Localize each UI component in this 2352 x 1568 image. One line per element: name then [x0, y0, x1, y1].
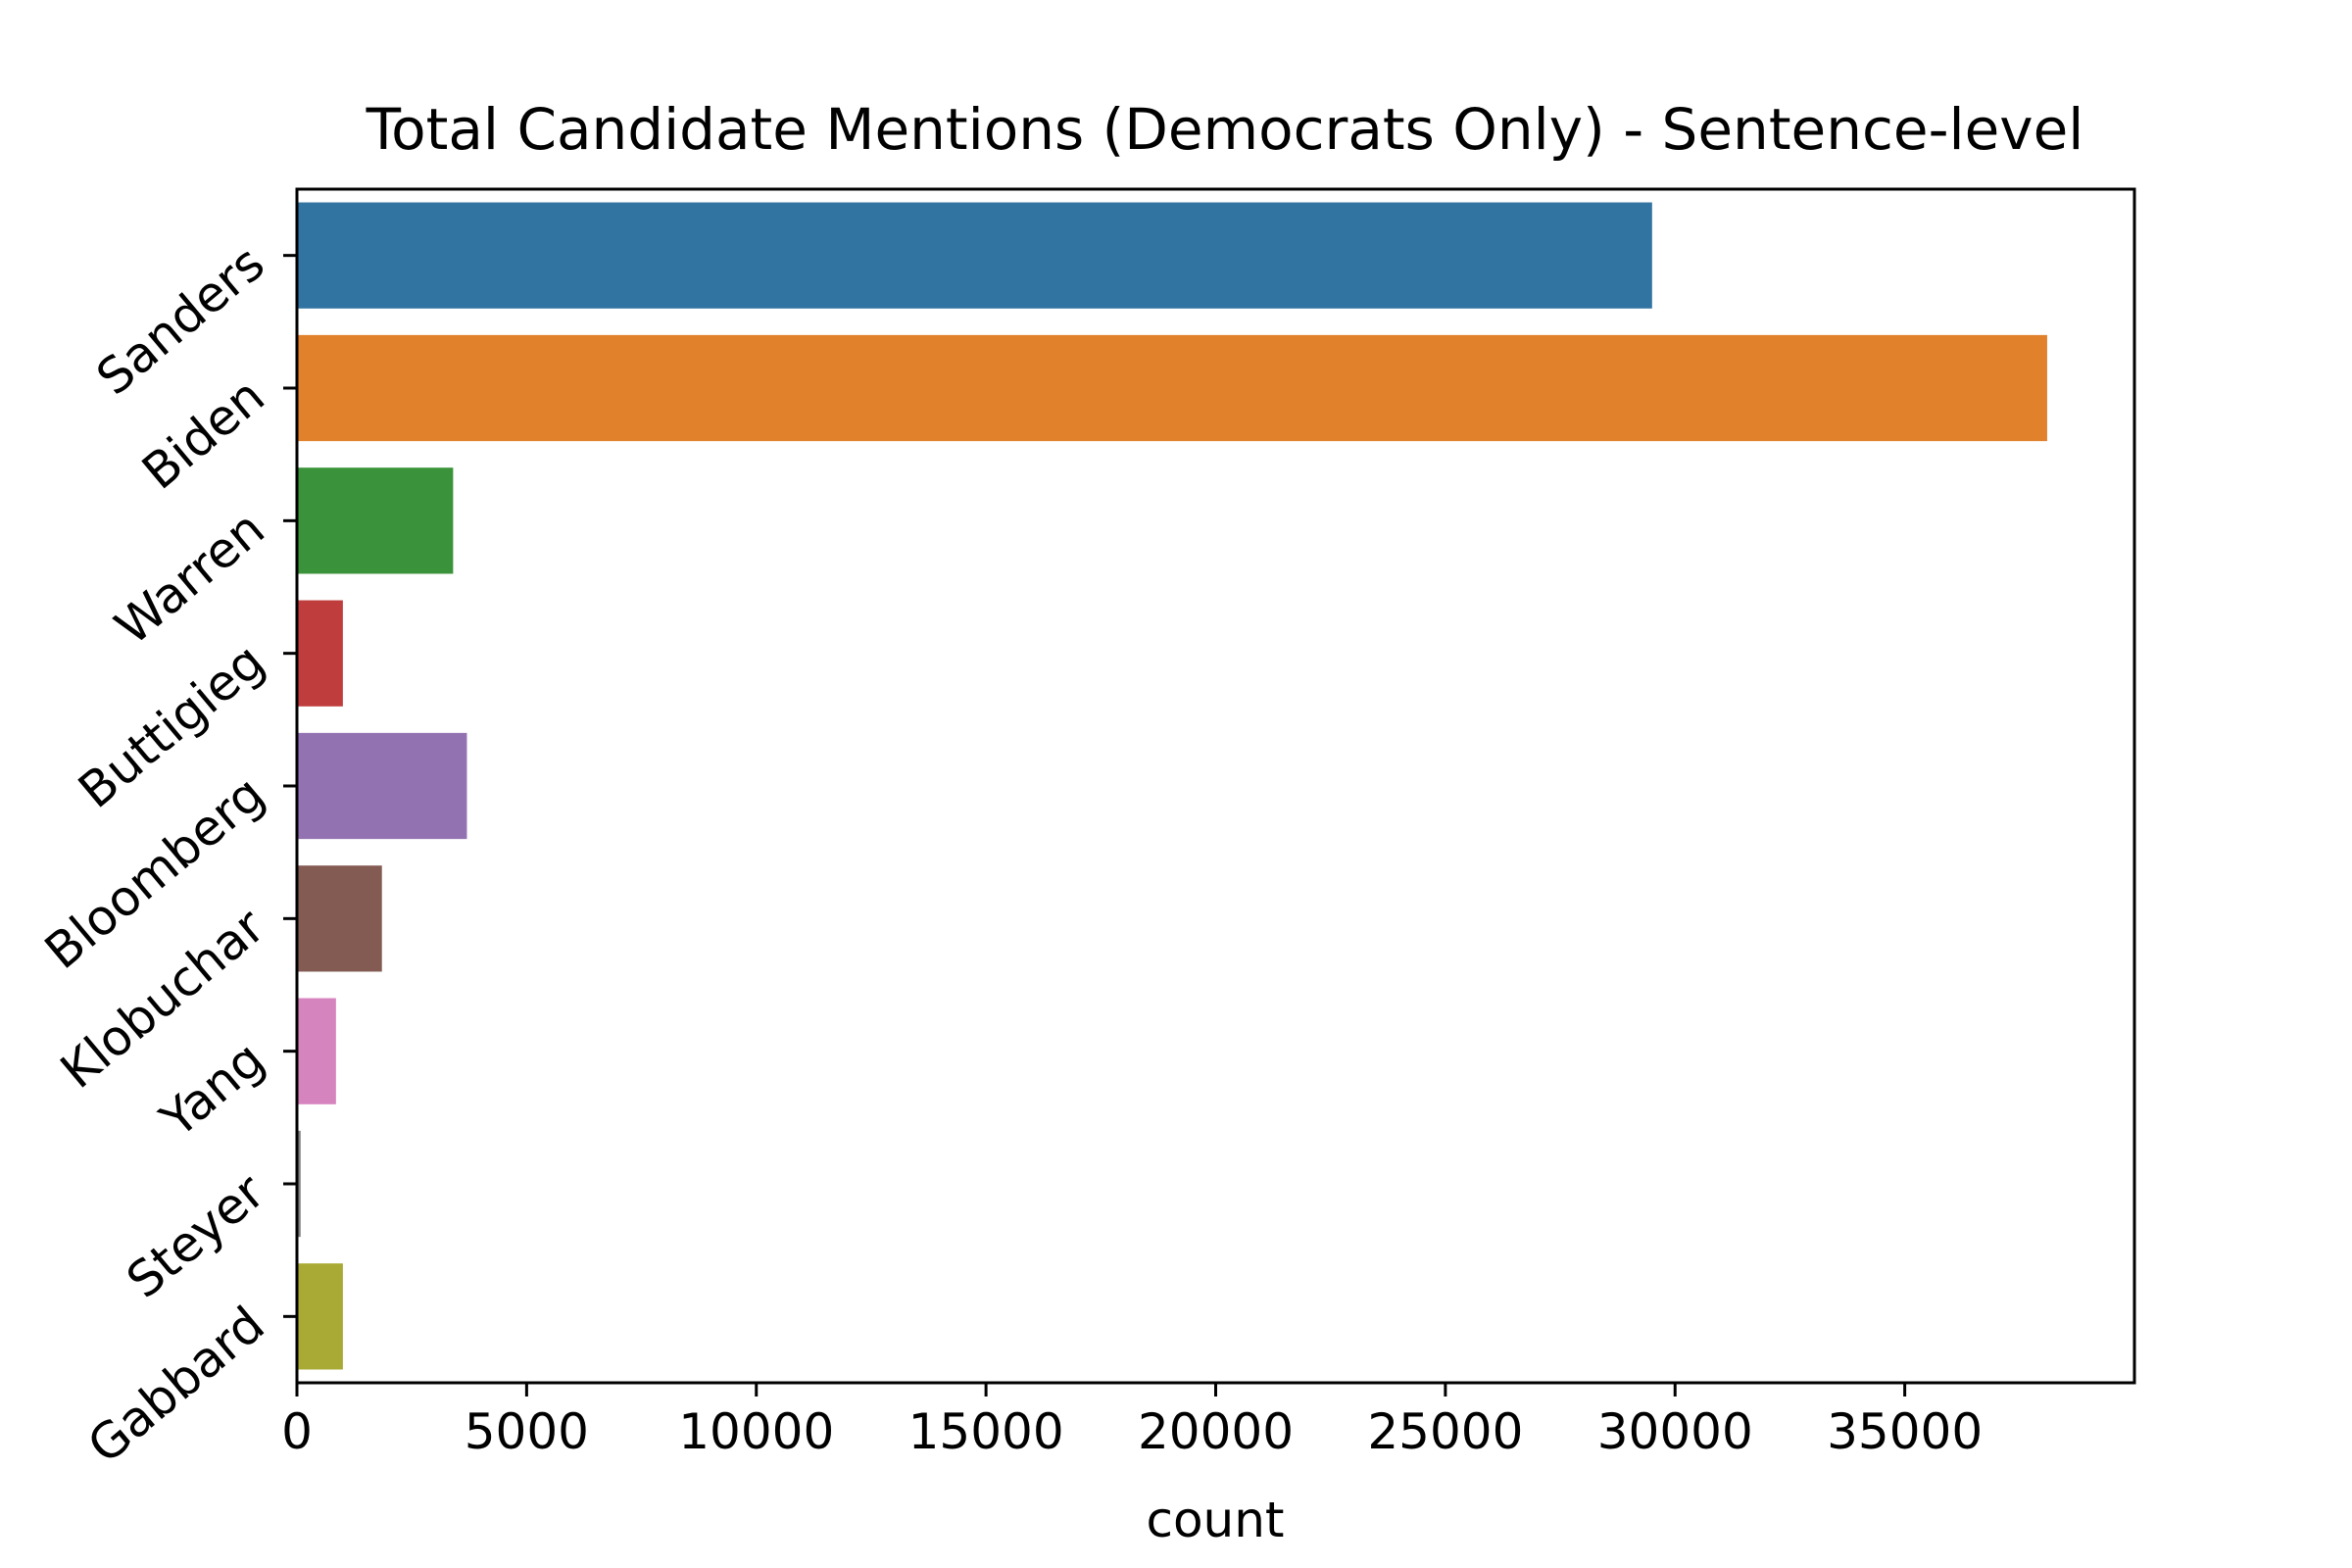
x-tick-label: 25000 [1367, 1403, 1523, 1460]
x-axis-label: count [1146, 1492, 1284, 1548]
bar-gabbard [297, 1263, 343, 1370]
x-tick-label: 5000 [465, 1403, 589, 1460]
bar-buttigieg [297, 600, 343, 707]
bar-klobuchar [297, 865, 382, 972]
x-tick-label: 30000 [1597, 1403, 1753, 1460]
x-axis-ticks: 0 5000 10000 15000 20000 25000 30000 35000 [281, 1383, 1983, 1460]
bar-warren [297, 467, 454, 574]
x-tick-label: 15000 [908, 1403, 1064, 1460]
bar-biden [297, 334, 2047, 442]
bars-layer [297, 202, 2047, 1370]
bar-steyer [297, 1130, 301, 1238]
plot-frame [295, 187, 2136, 1385]
bar-bloomberg [297, 732, 467, 840]
x-tick-label: 10000 [678, 1403, 834, 1460]
x-tick-label: 35000 [1827, 1403, 1983, 1460]
x-tick-label: 0 [281, 1403, 313, 1460]
bar-sanders [297, 202, 1652, 309]
bar-yang [297, 998, 336, 1104]
chart-title: Total Candidate Mentions (Democrats Only… [366, 96, 2084, 163]
x-tick-label: 20000 [1138, 1403, 1294, 1460]
